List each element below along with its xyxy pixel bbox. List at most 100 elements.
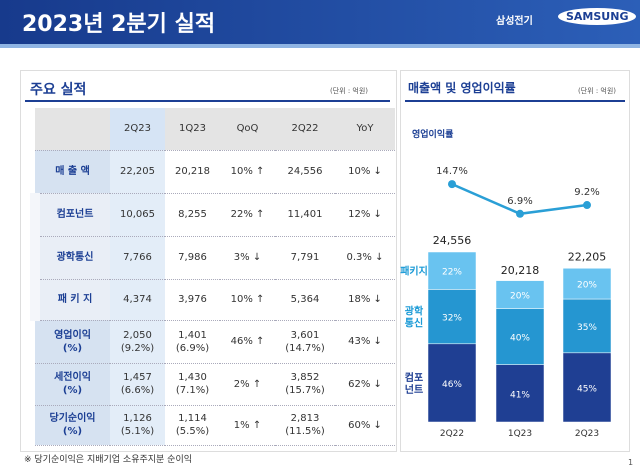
cell: 4,374 <box>110 279 165 321</box>
segment-label: 20% <box>510 292 530 302</box>
results-table: 2Q23 1Q23 QoQ 2Q22 YoY 매 출 액 22,205 20,218 10% ↑… <box>30 108 395 446</box>
cell: 3% ↓ <box>220 236 275 280</box>
segment-label: 32% <box>442 314 462 324</box>
row: 당기순이익 (%) 1,126 (5.1%) 1,114 (5.5%) 1% ↑ 2,8… <box>35 405 395 446</box>
cell: 11,401 <box>275 193 335 237</box>
row: 패 키 지 4,374 3,976 10% ↑ 5,364 18% ↓ <box>30 279 395 321</box>
row: 세전이익 (%) 1,457 (6.6%) 1,430 (7.1%) 2% ↑ 3,85… <box>35 363 395 406</box>
bar-segment <box>427 343 477 423</box>
row-label: 컴포넌트 <box>30 193 110 237</box>
cell: 0.3% ↓ <box>335 236 395 280</box>
cell: 1,401 (6.9%) <box>165 320 220 364</box>
cell: 1,457 (6.6%) <box>110 363 165 406</box>
cell: 7,766 <box>110 236 165 280</box>
row-label: 세전이익 (%) <box>35 363 110 406</box>
column-header: YoY <box>335 108 395 151</box>
cell: 10% ↑ <box>220 150 275 194</box>
segment-label: 20% <box>577 281 597 291</box>
left-panel <box>20 70 397 452</box>
column-header: 2Q22 <box>275 108 335 151</box>
cell: 22,205 <box>110 150 165 194</box>
cell: 5,364 <box>275 279 335 321</box>
row: 광학통신 7,766 7,986 3% ↓ 7,791 0.3% ↓ <box>30 236 395 280</box>
header-bar <box>0 0 640 44</box>
margin-label: 9.2% <box>574 187 599 198</box>
margin-point <box>583 201 591 210</box>
column-header: 1Q23 <box>165 108 220 151</box>
cell: 1,430 (7.1%) <box>165 363 220 406</box>
x-label: 2Q22 <box>440 429 464 439</box>
cell: 1,114 (5.5%) <box>165 405 220 446</box>
row: 컴포넌트 10,065 8,255 22% ↑ 11,401 12% ↓ <box>30 193 395 237</box>
series-label: 패키지 <box>400 265 428 278</box>
row-label: 매 출 액 <box>35 150 110 194</box>
segment-label: 40% <box>510 334 530 344</box>
cell: 18% ↓ <box>335 279 395 321</box>
cell: 7,986 <box>165 236 220 280</box>
column-header: QoQ <box>220 108 275 151</box>
line-title: 영업이익률 <box>412 128 453 140</box>
segment-label: 22% <box>442 268 462 278</box>
cell: 10% ↓ <box>335 150 395 194</box>
cell: 1,126 (5.1%) <box>110 405 165 446</box>
cell: 20,218 <box>165 150 220 194</box>
section-title: 매출액 및 영업이익률 <box>408 81 516 95</box>
bar-segment <box>427 251 477 290</box>
cell: 7,791 <box>275 236 335 280</box>
cell: 43% ↓ <box>335 320 395 364</box>
cell: 2,050 (9.2%) <box>110 320 165 364</box>
total-label: 24,556 <box>433 234 472 247</box>
cell: 3,976 <box>165 279 220 321</box>
cell: 24,556 <box>275 150 335 194</box>
cell: 22% ↑ <box>220 193 275 237</box>
total-label: 20,218 <box>501 264 540 277</box>
x-label: 2Q23 <box>575 429 599 439</box>
cell: 3,601 (14.7%) <box>275 320 335 364</box>
page-number: 1 <box>628 458 634 467</box>
column-header: 2Q23 <box>110 108 165 151</box>
row-label: 당기순이익 (%) <box>35 405 110 446</box>
margin-point <box>448 180 456 189</box>
row-label: 패 키 지 <box>30 279 110 321</box>
segment-label: 41% <box>510 390 530 400</box>
row-label: 광학통신 <box>30 236 110 280</box>
unit: (단위 : 억원) <box>330 87 369 95</box>
slide-title: 2023년 2분기 실적 <box>22 12 216 37</box>
cell: 10% ↑ <box>220 279 275 321</box>
row: 영업이익 (%) 2,050 (9.2%) 1,401 (6.9%) 46% ↑ 3,6… <box>35 320 395 364</box>
bar-segment <box>495 364 545 423</box>
underline <box>405 100 625 102</box>
bar-segment <box>495 280 545 309</box>
bar-segment <box>562 268 612 300</box>
bar-segment <box>427 289 477 345</box>
section-title: 주요 실적 <box>30 82 87 98</box>
footnote: ※ 당기순이익은 지배기업 소유주지분 순이익 <box>24 455 193 465</box>
cell: 10,065 <box>110 193 165 237</box>
unit: (단위 : 억원) <box>578 87 617 95</box>
cell: 8,255 <box>165 193 220 237</box>
segment-label: 45% <box>577 384 597 394</box>
cell: 60% ↓ <box>335 405 395 446</box>
cell: 3,852 (15.7%) <box>275 363 335 406</box>
cell: 62% ↓ <box>335 363 395 406</box>
cell: 2,813 (11.5%) <box>275 405 335 446</box>
series-label: 광학 통신 <box>405 305 424 330</box>
x-label: 1Q23 <box>508 429 532 439</box>
header-stripe <box>0 44 640 48</box>
margin-label: 6.9% <box>507 196 532 207</box>
total-label: 22,205 <box>568 250 607 263</box>
logo: SAMSUNG <box>558 8 637 25</box>
cell: 46% ↑ <box>220 320 275 364</box>
row-label: 영업이익 (%) <box>35 320 110 364</box>
segment-label: 35% <box>577 323 597 333</box>
header-row: 2Q23 1Q23 QoQ 2Q22 YoY <box>35 108 395 151</box>
segment-label: 46% <box>442 380 462 390</box>
underline <box>25 100 390 102</box>
margin-point <box>516 209 524 218</box>
company: 삼성전기 <box>496 16 533 27</box>
cell: 1% ↑ <box>220 405 275 446</box>
series-label: 컴포 넌트 <box>405 372 423 396</box>
cell: 2% ↑ <box>220 363 275 406</box>
